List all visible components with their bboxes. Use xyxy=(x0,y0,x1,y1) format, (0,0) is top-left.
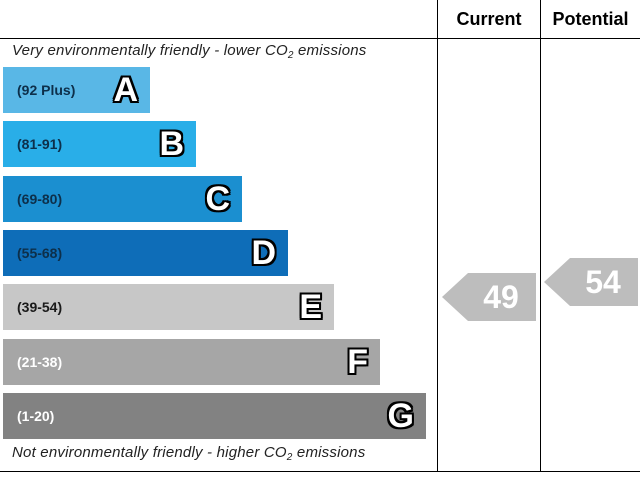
bottom-note-text: Not environmentally friendly - higher CO xyxy=(12,444,287,461)
band-f: (21-38) F xyxy=(3,339,380,385)
band-range-label: (92 Plus) xyxy=(17,82,76,98)
band-range-label: (21-38) xyxy=(17,354,63,370)
band-letter-label: E xyxy=(299,288,322,326)
band-e: (39-54) E xyxy=(3,284,334,330)
band-b: (81-91) B xyxy=(3,121,196,167)
band-letter-label: C xyxy=(205,180,230,218)
band-range-label: (81-91) xyxy=(17,136,63,152)
band-c: (69-80) C xyxy=(3,176,242,222)
band-range-label: (39-54) xyxy=(17,299,63,315)
band-a: (92 Plus) A xyxy=(3,67,150,113)
top-note: Very environmentally friendly - lower CO… xyxy=(12,42,367,61)
top-note-suffix: emissions xyxy=(293,42,367,59)
band-letter-label: A xyxy=(113,71,138,109)
bottom-note-subscript: 2 xyxy=(286,452,293,463)
bottom-note-suffix: emissions xyxy=(292,444,366,461)
band-letter-label: B xyxy=(159,125,184,163)
band-letter-label: F xyxy=(347,343,368,381)
band-g: (1-20) G xyxy=(3,393,426,439)
band-range-label: (55-68) xyxy=(17,245,63,261)
current-rating-value: 49 xyxy=(483,279,519,315)
top-note-text: Very environmentally friendly - lower CO xyxy=(12,42,288,59)
column-header-potential: Potential xyxy=(552,9,629,29)
column-header-current: Current xyxy=(456,9,522,29)
band-letter-label: G xyxy=(387,397,414,435)
potential-rating-value: 54 xyxy=(585,264,621,300)
band-range-label: (1-20) xyxy=(17,408,55,424)
bottom-note: Not environmentally friendly - higher CO… xyxy=(12,444,365,463)
current-rating-arrow: 49 xyxy=(442,273,536,321)
potential-rating-arrow: 54 xyxy=(544,258,638,306)
top-note-subscript: 2 xyxy=(287,50,294,61)
band-letter-label: D xyxy=(251,234,276,272)
band-range-label: (69-80) xyxy=(17,191,63,207)
band-d: (55-68) D xyxy=(3,230,288,276)
